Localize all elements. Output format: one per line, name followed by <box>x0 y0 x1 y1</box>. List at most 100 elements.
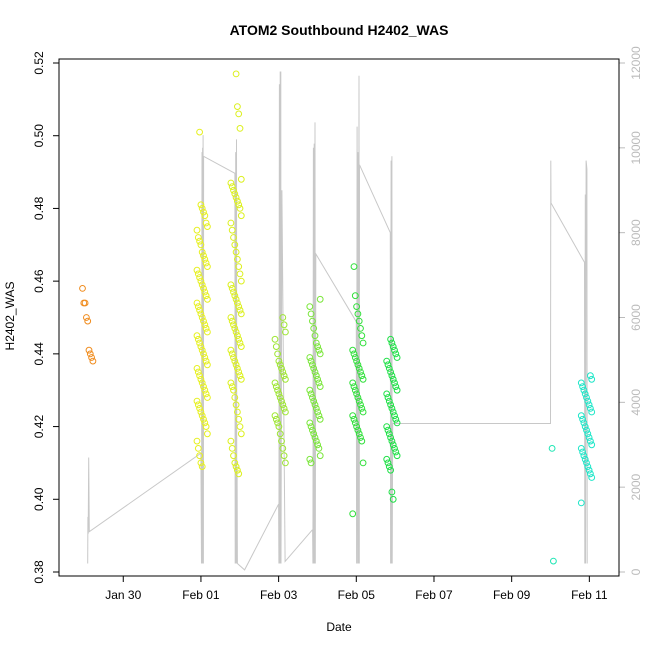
data-point <box>88 354 95 361</box>
data-point <box>235 368 243 376</box>
data-point <box>271 335 279 343</box>
data-point <box>231 394 239 401</box>
data-point <box>234 197 241 205</box>
x-tick-label: Feb 11 <box>571 588 608 602</box>
data-point <box>230 234 237 241</box>
data-point <box>272 415 280 423</box>
data-point <box>383 357 391 365</box>
data-point <box>232 328 240 336</box>
data-point <box>204 394 211 401</box>
data-point <box>196 452 204 460</box>
data-point <box>235 335 243 343</box>
x-tick-label: Feb 05 <box>338 588 376 602</box>
data-point <box>350 415 358 423</box>
data-point <box>577 379 585 387</box>
data-point <box>196 306 204 314</box>
data-point <box>314 343 322 351</box>
data-point <box>200 285 207 292</box>
data-point <box>194 445 202 452</box>
data-point <box>354 361 362 369</box>
data-point <box>232 361 240 369</box>
data-point <box>391 346 398 354</box>
data-point <box>197 201 205 209</box>
data-point <box>202 325 210 332</box>
y-tick-label: 0.48 <box>32 196 46 220</box>
data-point <box>193 266 201 274</box>
data-point <box>227 314 235 321</box>
x-tick-label: Feb 01 <box>182 588 220 602</box>
data-point <box>388 372 396 380</box>
data-point <box>384 394 392 401</box>
data-point <box>272 383 280 391</box>
data-point <box>232 248 240 256</box>
data-point <box>351 419 359 427</box>
data-point <box>201 321 209 329</box>
data-point <box>196 372 204 380</box>
data-point <box>200 252 207 260</box>
data-point <box>198 463 206 471</box>
data-point <box>307 390 315 398</box>
data-point <box>307 357 315 365</box>
secondary-series-line <box>87 71 588 571</box>
data-point <box>236 423 244 431</box>
data-point <box>354 426 362 434</box>
data-point <box>235 303 243 311</box>
data-point <box>231 325 239 332</box>
data-point <box>392 448 400 456</box>
data-point <box>385 430 393 438</box>
data-point <box>227 219 235 227</box>
data-point <box>384 361 392 369</box>
data-point <box>196 405 204 412</box>
data-point <box>353 303 361 311</box>
data-point <box>358 405 366 412</box>
data-point <box>198 248 206 256</box>
data-point <box>194 270 202 278</box>
data-point <box>198 314 206 321</box>
data-point <box>355 430 363 438</box>
data-point <box>228 183 236 191</box>
data-point <box>193 397 201 405</box>
data-point <box>235 110 243 118</box>
x-tick-label: Jan 30 <box>105 588 141 602</box>
data-point <box>587 470 594 478</box>
data-point <box>389 408 397 416</box>
data-point <box>548 445 556 452</box>
data-point <box>279 445 287 452</box>
plot-frame <box>58 58 620 577</box>
data-point <box>280 405 288 412</box>
data-point <box>387 466 395 474</box>
data-point <box>359 375 367 383</box>
data-point <box>200 317 207 325</box>
data-point <box>193 332 201 340</box>
data-point <box>306 386 314 394</box>
data-point <box>315 445 323 452</box>
x-tick-label: Feb 07 <box>415 588 453 602</box>
data-point <box>309 426 316 434</box>
data-point <box>230 354 237 361</box>
data-point <box>230 386 237 394</box>
data-point <box>316 415 324 423</box>
data-point <box>385 365 393 372</box>
data-point <box>198 346 206 354</box>
data-point <box>383 455 391 463</box>
data-point <box>388 405 396 412</box>
data-point <box>387 401 395 409</box>
data-point <box>359 459 367 467</box>
data-point <box>354 310 362 318</box>
data-point <box>350 263 358 271</box>
data-point <box>234 299 241 307</box>
data-point <box>194 234 202 241</box>
data-point <box>236 270 244 278</box>
data-point <box>393 419 401 427</box>
data-point <box>282 408 289 416</box>
data-point <box>306 303 314 311</box>
data-point <box>237 430 245 438</box>
data-point <box>227 179 235 187</box>
data-point <box>315 346 323 354</box>
data-point <box>275 423 283 431</box>
secondary-line-layer <box>87 71 588 571</box>
data-point <box>355 365 363 372</box>
data-point <box>550 557 557 565</box>
data-point <box>387 368 395 376</box>
data-point <box>309 394 316 401</box>
